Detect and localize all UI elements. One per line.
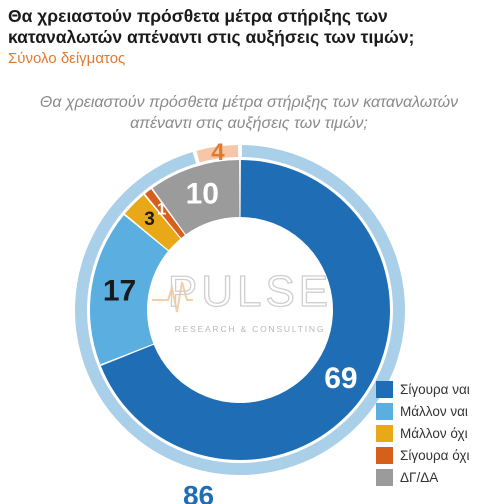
legend-swatch	[376, 424, 393, 442]
pulse-logo-icon	[152, 281, 193, 313]
legend-item-3: Σίγουρα όχι	[376, 444, 470, 466]
donut-slice-item-1	[90, 215, 168, 365]
legend-swatch	[376, 402, 393, 420]
donut-slice-item-0	[100, 160, 391, 461]
legend-item-4: ΔΓ/ΔΑ	[376, 466, 470, 488]
slice-value-label-4: 10	[186, 177, 219, 210]
legend-label: ΔΓ/ΔΑ	[400, 469, 439, 485]
legend-item-2: Μάλλον όχι	[376, 422, 470, 444]
slice-value-label-2: 3	[144, 209, 155, 230]
outer-ring-label-0: 86	[183, 480, 214, 504]
legend-swatch	[376, 446, 393, 464]
outer-ring-segment-1	[196, 145, 239, 163]
outer-ring	[75, 145, 406, 475]
legend-label: Μάλλον όχι	[400, 425, 468, 441]
value-labels: 69 17 31 10 86 4	[103, 139, 358, 504]
chart-subtitle: Σύνολο δείγματος	[8, 50, 126, 67]
legend-label: Μάλλον ναι	[400, 403, 468, 419]
watermark-tagline: RESEARCH & CONSULTING	[175, 324, 326, 334]
watermark-brand: PULSE	[168, 267, 332, 316]
donut-slice-item-2	[124, 194, 181, 251]
legend-item-0: Σίγουρα ναι	[376, 378, 470, 400]
donut-slice-item-4	[152, 160, 240, 235]
chart-title: Θα χρειαστούν πρόσθετα μέτρα στήριξης τω…	[8, 6, 415, 47]
legend-label: Σίγουρα όχι	[400, 447, 470, 463]
slice-value-label-3: 1	[157, 199, 166, 218]
slice-value-label-1: 17	[103, 274, 136, 307]
legend-label: Σίγουρα ναι	[400, 381, 470, 397]
legend-swatch	[376, 468, 393, 486]
legend-swatch	[376, 380, 393, 398]
legend-item-1: Μάλλον ναι	[376, 400, 470, 422]
donut-slice-item-3	[145, 189, 185, 238]
pulse-watermark: PULSE RESEARCH & CONSULTING	[152, 266, 332, 334]
outer-ring-label-1: 4	[211, 139, 225, 166]
inner-ring	[90, 160, 391, 461]
slice-value-label-0: 69	[324, 362, 357, 395]
chart-question: Θα χρειαστούν πρόσθετα μέτρα στήριξης τω…	[39, 94, 459, 132]
chart-legend: Σίγουρα ναι Μάλλον ναι Μάλλον όχι Σίγουρα ό…	[376, 378, 470, 488]
